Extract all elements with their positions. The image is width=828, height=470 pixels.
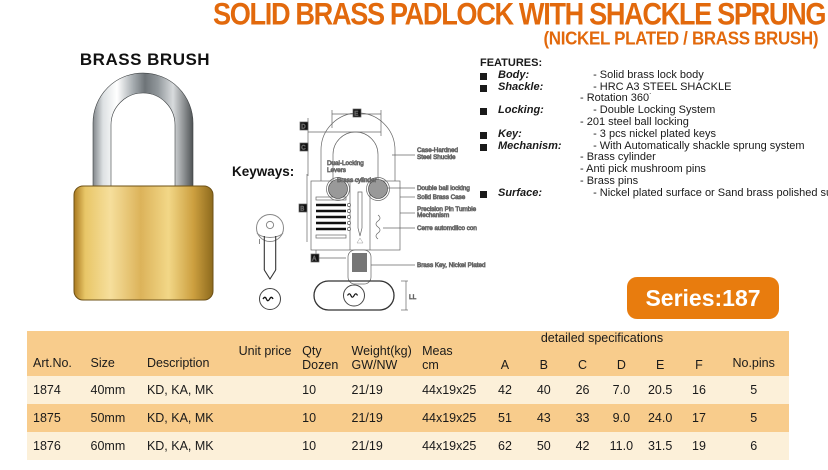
svg-text:E: E	[354, 111, 358, 117]
svg-text:Double ball locking: Double ball locking	[417, 185, 470, 192]
svg-text:Cerre automdlico con: Cerre automdlico con	[417, 225, 477, 232]
svg-text:Dual-Locking: Dual-Locking	[327, 160, 364, 167]
svg-text:B: B	[300, 206, 304, 212]
svg-text:A: A	[312, 256, 316, 262]
svg-text:Brass Key, Nickel Plated: Brass Key, Nickel Plated	[417, 262, 486, 269]
svg-text:LL: LL	[409, 294, 417, 301]
svg-text:C: C	[301, 145, 306, 151]
svg-text:Solid Brass Case: Solid Brass Case	[417, 194, 466, 201]
svg-text:Case-Hardned: Case-Hardned	[417, 147, 458, 154]
svg-text:Steel Shuckle: Steel Shuckle	[417, 154, 456, 161]
svg-text:D: D	[301, 124, 306, 130]
svg-text:Mechanism: Mechanism	[417, 212, 449, 219]
svg-text:Brass cylinder: Brass cylinder	[337, 177, 377, 184]
svg-text:Levers: Levers	[327, 167, 346, 174]
